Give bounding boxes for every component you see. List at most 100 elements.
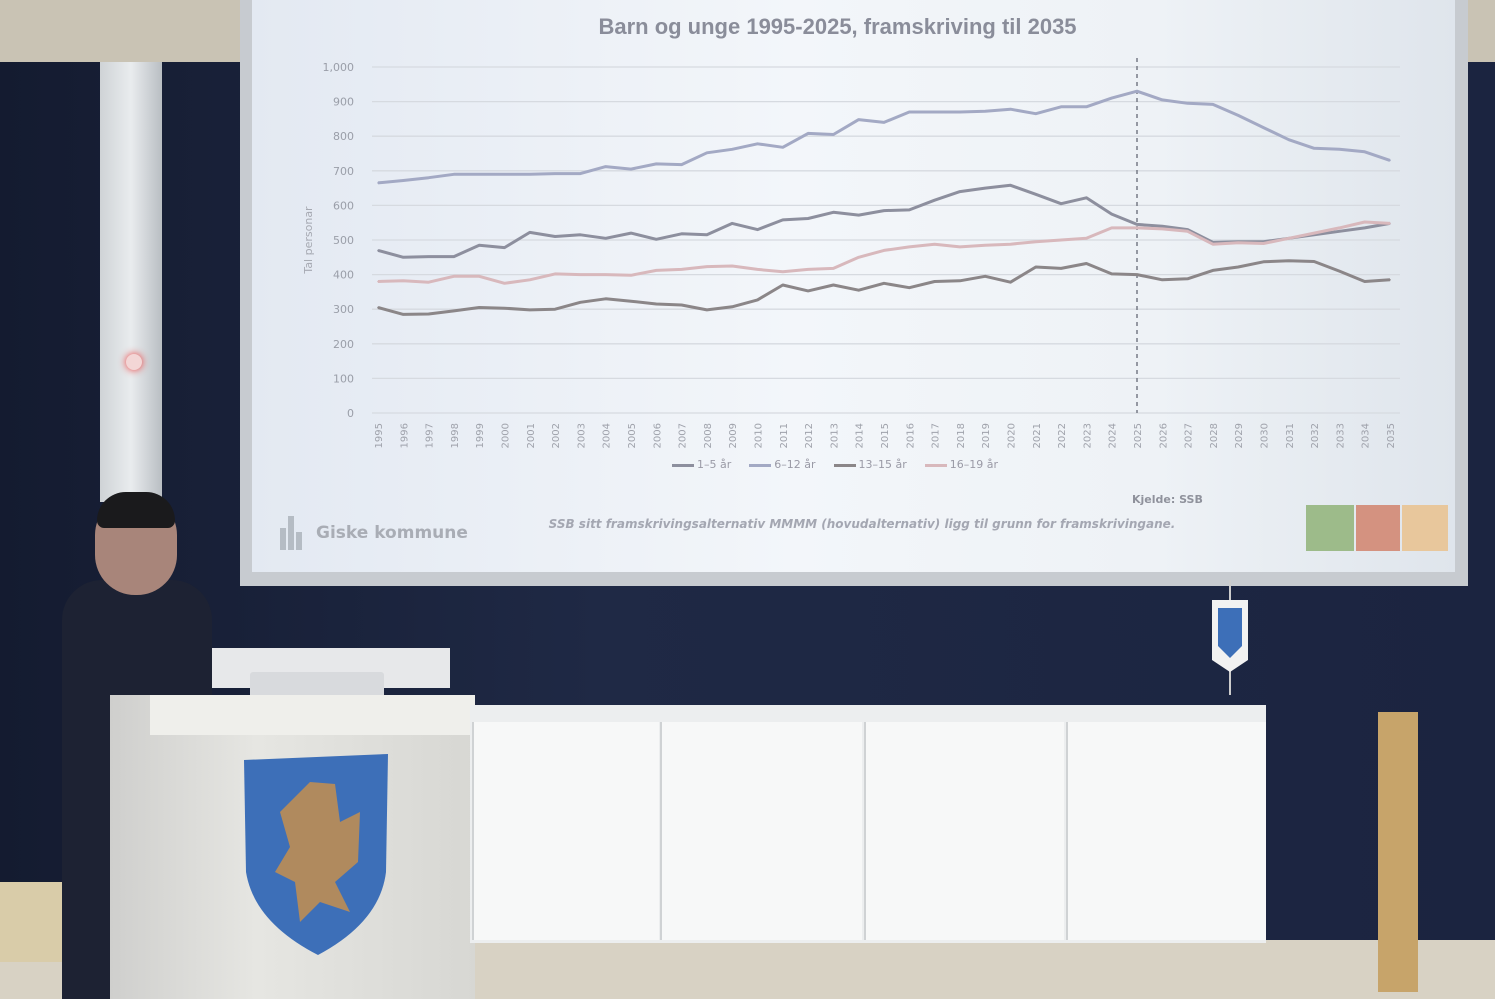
data-point [1161,99,1164,101]
data-point [1161,228,1164,230]
data-point [680,232,683,235]
data-point [604,165,607,168]
y-tick-label: 100 [333,372,354,385]
x-tick-label: 2004 [602,423,613,448]
data-point [1313,147,1315,150]
data-point [1035,266,1037,268]
x-tick-label: 2024 [1108,423,1119,448]
series-line [377,259,1391,316]
legend-label: 13–15 år [858,458,907,471]
data-point [731,222,733,225]
data-point [1288,138,1290,141]
data-point [933,243,936,245]
data-point [655,269,658,272]
data-point [807,268,809,271]
data-point [503,282,506,285]
data-point [1161,225,1164,227]
chart-legend: 1–5 år 6–12 år 13–15 år 16–19 år [672,458,998,471]
data-point [1389,222,1391,225]
data-point [1262,126,1265,129]
data-point [529,309,531,311]
x-tick-label: 2012 [804,423,815,448]
data-point [807,132,809,135]
data-point [1338,227,1341,229]
white-column [100,62,162,502]
x-tick-label: 2030 [1260,423,1271,448]
sdg-education-icon [1356,505,1400,551]
side-table [0,882,72,962]
x-tick-label: 2001 [526,423,537,448]
data-point [1363,221,1366,223]
data-point [782,284,784,286]
data-point [959,190,961,193]
y-tick-label: 500 [333,234,354,247]
data-point [756,268,759,271]
data-point [933,199,936,202]
data-point [756,299,759,301]
logo-mark-icon [280,516,306,550]
y-tick-label: 0 [347,407,354,420]
cabinet-door [472,722,659,940]
data-point [1262,242,1265,245]
data-point [832,284,835,286]
x-tick-label: 2034 [1361,423,1372,448]
x-tick-label: 2018 [956,423,967,448]
data-point [1186,102,1189,105]
data-point [706,234,708,236]
legend-swatch [924,463,947,467]
data-point [883,249,885,252]
data-point [1060,202,1062,205]
data-point [782,219,784,221]
data-point [1009,108,1012,111]
cabinet-door [660,722,862,940]
data-point [1136,223,1138,226]
data-point [1009,243,1012,245]
data-point [1363,280,1366,283]
data-point [604,237,607,240]
data-point [402,179,405,182]
data-point [883,282,885,285]
data-point [857,256,860,259]
data-point [1313,232,1315,234]
data-point [1237,114,1239,117]
data-point [1288,259,1290,262]
x-tick-label: 2035 [1386,423,1397,448]
data-point [1110,273,1113,275]
x-tick-label: 2023 [1082,423,1093,448]
data-point [1186,277,1189,280]
x-tick-label: 2013 [829,423,840,448]
data-point [1186,230,1189,233]
x-tick-label: 2027 [1184,423,1195,448]
data-point [731,305,733,308]
data-point [984,187,986,189]
data-point [984,110,986,113]
x-tick-label: 2019 [981,423,992,448]
x-tick-label: 2020 [1007,423,1018,448]
data-point [377,249,379,252]
series-line [377,89,1391,185]
data-point [579,273,582,276]
sdg-health-icon [1306,505,1354,551]
data-point [604,273,607,276]
data-point [1389,159,1391,162]
giske-logo: Giske kommune [280,516,468,550]
legend-item: 13–15 år [833,458,907,471]
data-point [478,306,480,309]
x-tick-label: 2022 [1057,423,1068,448]
data-point [883,121,885,124]
coat-of-arms-icon [244,754,388,955]
data-point [1136,90,1138,93]
data-point [959,111,961,113]
data-point [427,176,430,179]
data-point [529,278,531,281]
data-point [782,271,784,273]
x-tick-label: 2016 [905,423,916,448]
data-point [908,286,911,289]
data-point [1212,269,1214,272]
legend-item: 16–19 år [924,458,998,471]
data-point [706,152,708,154]
data-point [604,298,607,300]
data-point [908,209,911,211]
data-point [706,309,708,311]
x-tick-label: 2025 [1133,423,1144,448]
